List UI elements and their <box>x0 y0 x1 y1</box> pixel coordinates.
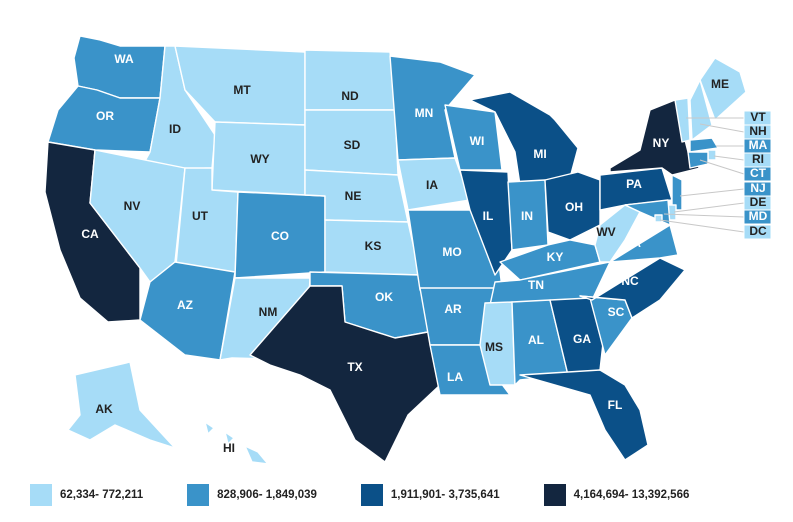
state-label-WI: WI <box>470 134 485 148</box>
state-AK[interactable] <box>67 361 176 449</box>
legend-item-class-4: 4,164,694- 13,392,566 <box>543 484 690 506</box>
state-label-MO: MO <box>442 245 461 259</box>
state-label-NH: NH <box>749 124 766 138</box>
state-DC[interactable] <box>654 214 663 223</box>
state-label-VT: VT <box>750 110 766 124</box>
state-label-MI: MI <box>533 147 546 161</box>
state-label-SC: SC <box>608 305 625 319</box>
legend-label-class-2: 828,906- 1,849,039 <box>217 489 317 501</box>
state-label-ND: ND <box>341 89 359 103</box>
state-VA[interactable] <box>609 224 679 263</box>
state-label-SD: SD <box>344 138 361 152</box>
state-MS[interactable] <box>479 301 516 386</box>
state-label-IN: IN <box>521 209 533 223</box>
state-label-CO: CO <box>271 229 289 243</box>
legend-label-class-3: 1,911,901- 3,735,641 <box>390 489 500 501</box>
legend-item-class-2: 828,906- 1,849,039 <box>187 484 317 506</box>
state-label-HI: HI <box>223 441 235 455</box>
state-NC[interactable] <box>579 257 686 319</box>
state-label-DE: DE <box>750 195 767 209</box>
state-HI[interactable] <box>204 421 269 465</box>
legend-label-class-1: 62,334- 772,211 <box>60 489 144 501</box>
state-TN[interactable] <box>489 261 611 306</box>
state-label-OH: OH <box>565 200 583 214</box>
state-label-UT: UT <box>192 209 209 223</box>
state-NJ[interactable] <box>671 174 683 211</box>
state-label-MT: MT <box>233 83 251 97</box>
state-RI[interactable] <box>707 149 717 161</box>
state-label-AR: AR <box>444 302 462 316</box>
legend-label-class-4: 4,164,694- 13,392,566 <box>573 489 690 501</box>
state-label-FL: FL <box>608 398 623 412</box>
leader-MD <box>663 213 745 218</box>
callout-square-MD[interactable] <box>743 209 772 225</box>
state-label-OK: OK <box>375 290 393 304</box>
state-label-VA: VA <box>625 236 641 250</box>
leader-DC <box>659 219 745 233</box>
state-label-TN: TN <box>528 278 544 292</box>
state-label-OR: OR <box>96 109 114 123</box>
state-label-MA: MA <box>749 138 768 152</box>
leader-RI <box>713 155 745 161</box>
callout-square-CT[interactable] <box>743 166 772 182</box>
state-label-WV: WV <box>596 225 615 239</box>
state-label-GA: GA <box>573 332 591 346</box>
state-label-DC: DC <box>749 224 767 238</box>
state-label-ME: ME <box>711 77 729 91</box>
callout-square-DC[interactable] <box>743 224 772 240</box>
state-label-CA: CA <box>81 227 99 241</box>
state-MA[interactable] <box>689 137 719 153</box>
map-legend: 62,334- 772,211 828,906- 1,849,039 1,911… <box>30 483 770 507</box>
state-label-PA: PA <box>626 177 642 191</box>
state-label-WY: WY <box>250 152 269 166</box>
legend-swatch-class-2 <box>187 484 210 506</box>
state-MI[interactable] <box>469 91 579 186</box>
state-label-LA: LA <box>447 370 463 384</box>
state-label-KS: KS <box>365 239 382 253</box>
state-TX[interactable] <box>249 285 441 463</box>
state-ME[interactable] <box>699 57 747 121</box>
state-label-NJ: NJ <box>750 181 765 195</box>
us-states-choropleth-map: WA OR CA ID NV MT WY UT AZ CO NM ND SD N… <box>44 35 772 465</box>
state-label-NE: NE <box>345 189 362 203</box>
state-label-KY: KY <box>547 250 564 264</box>
legend-swatch-class-1 <box>30 484 52 506</box>
state-label-NY: NY <box>653 136 670 150</box>
state-label-IL: IL <box>483 209 494 223</box>
state-FL[interactable] <box>519 369 649 461</box>
state-label-CT: CT <box>750 166 767 180</box>
state-label-NM: NM <box>259 305 278 319</box>
leader-NH <box>699 123 745 133</box>
state-label-WA: WA <box>114 52 134 66</box>
state-label-IA: IA <box>426 178 438 192</box>
state-label-AL: AL <box>528 333 544 347</box>
state-label-MS: MS <box>485 340 503 354</box>
state-CT[interactable] <box>687 151 709 169</box>
state-label-RI: RI <box>752 152 764 166</box>
legend-swatch-class-4 <box>543 484 566 506</box>
state-label-TX: TX <box>347 360 362 374</box>
state-label-MD: MD <box>749 209 768 223</box>
state-label-NV: NV <box>124 199 141 213</box>
state-label-ID: ID <box>169 122 181 136</box>
state-label-NC: NC <box>621 274 639 288</box>
state-WI[interactable] <box>444 104 503 171</box>
leader-CT <box>699 159 745 175</box>
legend-swatch-class-3 <box>360 484 383 506</box>
leader-DE <box>673 202 745 213</box>
state-label-AZ: AZ <box>177 298 193 312</box>
state-label-MN: MN <box>415 106 434 120</box>
legend-item-class-1: 62,334- 772,211 <box>30 484 143 506</box>
leader-NJ <box>679 188 745 197</box>
legend-item-class-3: 1,911,901- 3,735,641 <box>360 484 500 506</box>
state-label-AK: AK <box>95 402 113 416</box>
